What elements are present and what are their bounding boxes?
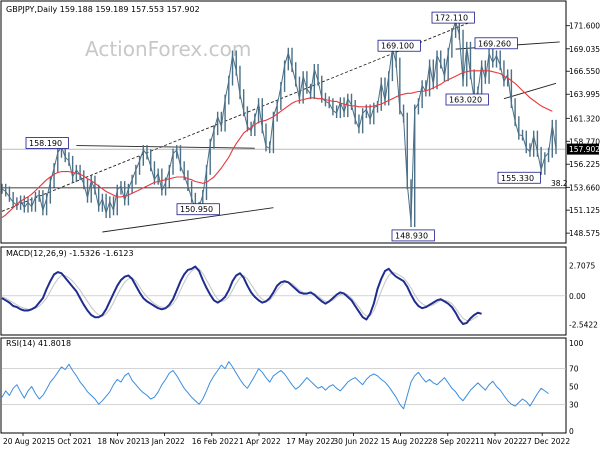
date-axis-tick: 30 Jun 2022	[333, 437, 378, 446]
rsi-axis-tick: 70	[569, 365, 579, 374]
annotation-148-930: 148.930	[395, 231, 428, 240]
macd-line	[1, 265, 482, 325]
triangle-upper-trendline	[76, 145, 255, 149]
annotation-169-260-box	[474, 37, 518, 50]
date-axis-tick: 15 Aug 2022	[381, 437, 429, 446]
wedge-lower-trendline	[503, 82, 557, 100]
fib-38-label: 38.2	[551, 179, 568, 188]
axis-labels: 171.600 169.035 166.550 163.995 161.320 158.7…	[3, 22, 600, 446]
annotation-158-190: 158.190	[29, 139, 62, 148]
macd-panel-frame	[0, 246, 567, 336]
price-axis-tick: 169.035	[569, 45, 600, 54]
macd-axis-tick: 2.7075	[569, 261, 595, 270]
annotation-158-190-box	[25, 137, 69, 149]
rsi-panel-frame	[0, 337, 567, 434]
date-axis-tick: 16 Feb 2022	[192, 437, 239, 446]
price-plot-area: 38.2 158.190 150.950 169.100 172.110 169.260 1…	[1, 11, 568, 242]
price-line	[1, 20, 557, 223]
macd-panel-title: MACD(12,26,9) -1.5326 -1.6123	[6, 249, 134, 258]
price-axis-tick: 158.770	[569, 137, 600, 146]
price-axis-tick: 151.125	[569, 206, 600, 215]
date-axis-tick: 11 Nov 2022	[475, 437, 523, 446]
date-axis-tick: 5 Oct 2021	[50, 437, 92, 446]
annotation-172-110-box	[431, 11, 475, 24]
rsi-plot-area	[1, 361, 566, 410]
price-axis-tick: 166.550	[569, 67, 600, 76]
date-axis-tick: 1 Apr 2022	[239, 437, 281, 446]
annotation-172-110: 172.110	[435, 14, 468, 23]
price-panel-frame	[0, 0, 567, 244]
rsi-axis-tick: 0	[569, 427, 574, 436]
rsi-panel-title: RSI(14) 41.8018	[6, 339, 71, 348]
annotation-155-330-box	[497, 171, 541, 184]
price-axis-tick: 153.660	[569, 183, 600, 192]
annotation-169-100-box	[377, 39, 421, 52]
rsi-axis-tick: 100	[569, 339, 584, 348]
annotation-148-930-box	[391, 229, 435, 242]
price-axis-tick: 171.600	[569, 22, 600, 31]
price-axis-tick: 156.225	[569, 160, 600, 169]
price-axis-tick: 161.320	[569, 114, 600, 123]
date-axis-tick: 17 May 2022	[286, 437, 335, 446]
annotation-155-330: 155.330	[501, 174, 534, 183]
date-axis-tick: 28 Sep 2022	[428, 437, 476, 446]
rsi-line	[1, 361, 549, 410]
macd-axis-tick: 0.00	[569, 292, 586, 301]
price-axis-tick: 148.575	[569, 229, 600, 238]
triangle-lower-trendline	[102, 207, 274, 233]
annotation-169-260: 169.260	[478, 39, 511, 48]
price-axis-tick: 163.995	[569, 90, 600, 99]
date-axis-tick: 18 Nov 2021	[97, 437, 145, 446]
date-axis-tick: 20 Aug 2021	[3, 437, 51, 446]
date-axis-tick: 27 Dec 2022	[522, 437, 570, 446]
sma-line	[1, 70, 553, 219]
macd-signal-line	[1, 268, 479, 322]
rsi-axis-tick: 50	[569, 383, 579, 392]
annotation-150-950-box	[176, 203, 220, 216]
watermark-text: ActionForex.com	[85, 37, 251, 61]
macd-plot-area	[1, 265, 566, 325]
annotation-163-020: 163.020	[449, 95, 482, 104]
rsi-axis-tick: 30	[569, 400, 579, 409]
annotation-169-100: 169.100	[381, 42, 414, 51]
price-panel-title: GBPJPY,Daily 159.188 159.189 157.553 157…	[6, 5, 200, 14]
date-axis-tick: 3 Jan 2022	[145, 437, 185, 446]
current-price-tag	[567, 143, 599, 155]
annotation-150-950: 150.950	[180, 205, 213, 214]
macd-axis-tick: -2.5422	[569, 320, 598, 329]
annotation-163-020-box	[445, 93, 489, 106]
current-price-tag-label: 157.902	[569, 145, 600, 154]
